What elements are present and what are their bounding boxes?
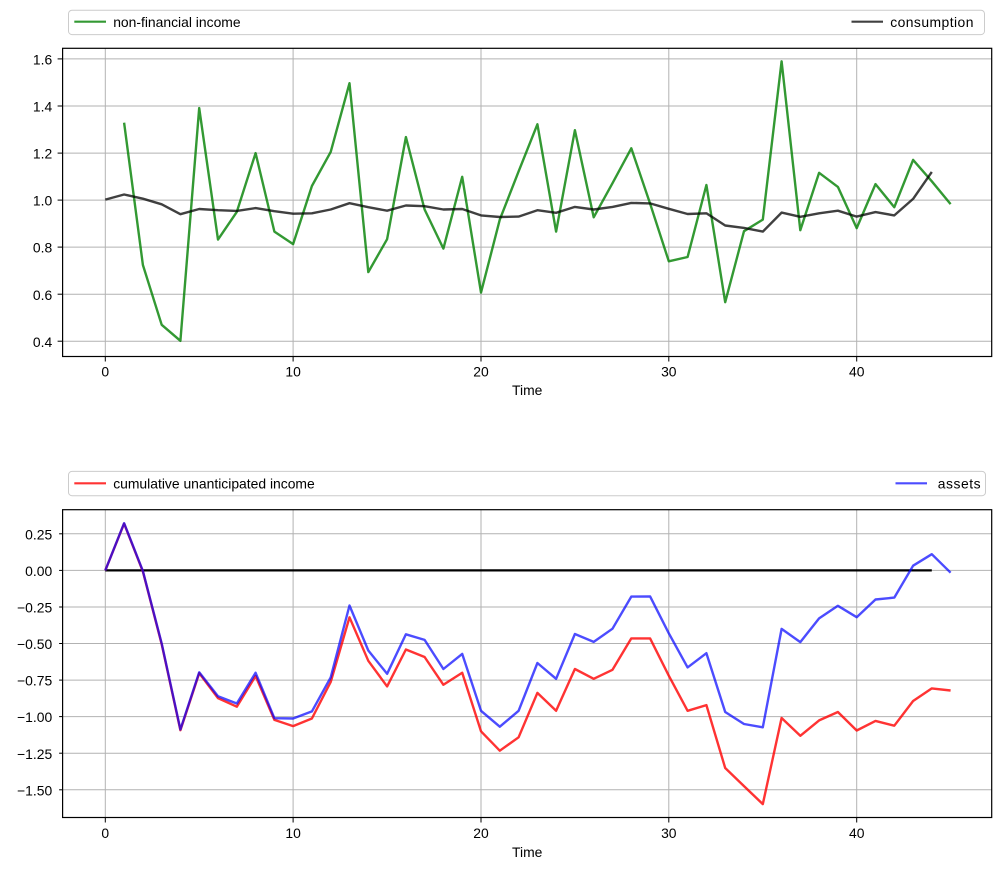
- svg-text:0: 0: [101, 364, 109, 380]
- svg-text:0.00: 0.00: [25, 563, 52, 579]
- svg-text:0.25: 0.25: [25, 526, 52, 542]
- svg-text:1.4: 1.4: [33, 99, 53, 115]
- svg-text:−1.50: −1.50: [17, 782, 52, 798]
- svg-text:−1.00: −1.00: [17, 709, 52, 725]
- svg-text:20: 20: [473, 825, 489, 841]
- svg-text:1.2: 1.2: [33, 146, 53, 162]
- svg-text:−0.25: −0.25: [17, 600, 52, 616]
- svg-text:−0.75: −0.75: [17, 673, 52, 689]
- svg-text:consumption: consumption: [890, 14, 974, 30]
- svg-text:0: 0: [101, 825, 109, 841]
- svg-text:1.0: 1.0: [33, 193, 53, 209]
- svg-text:Time: Time: [512, 844, 543, 860]
- svg-text:−0.50: −0.50: [17, 636, 52, 652]
- svg-text:10: 10: [285, 364, 301, 380]
- svg-text:non-financial income: non-financial income: [113, 14, 241, 30]
- svg-text:cumulative unanticipated incom: cumulative unanticipated income: [113, 476, 315, 492]
- svg-text:40: 40: [849, 364, 865, 380]
- svg-text:30: 30: [661, 364, 677, 380]
- svg-text:assets: assets: [938, 476, 981, 492]
- svg-text:30: 30: [661, 825, 677, 841]
- svg-text:20: 20: [473, 364, 489, 380]
- svg-text:1.6: 1.6: [33, 52, 53, 68]
- svg-text:0.8: 0.8: [33, 240, 53, 256]
- svg-text:−1.25: −1.25: [17, 746, 52, 762]
- svg-text:10: 10: [285, 825, 301, 841]
- svg-text:40: 40: [849, 825, 865, 841]
- svg-text:0.6: 0.6: [33, 287, 53, 303]
- svg-text:Time: Time: [512, 382, 543, 398]
- svg-text:0.4: 0.4: [33, 334, 53, 350]
